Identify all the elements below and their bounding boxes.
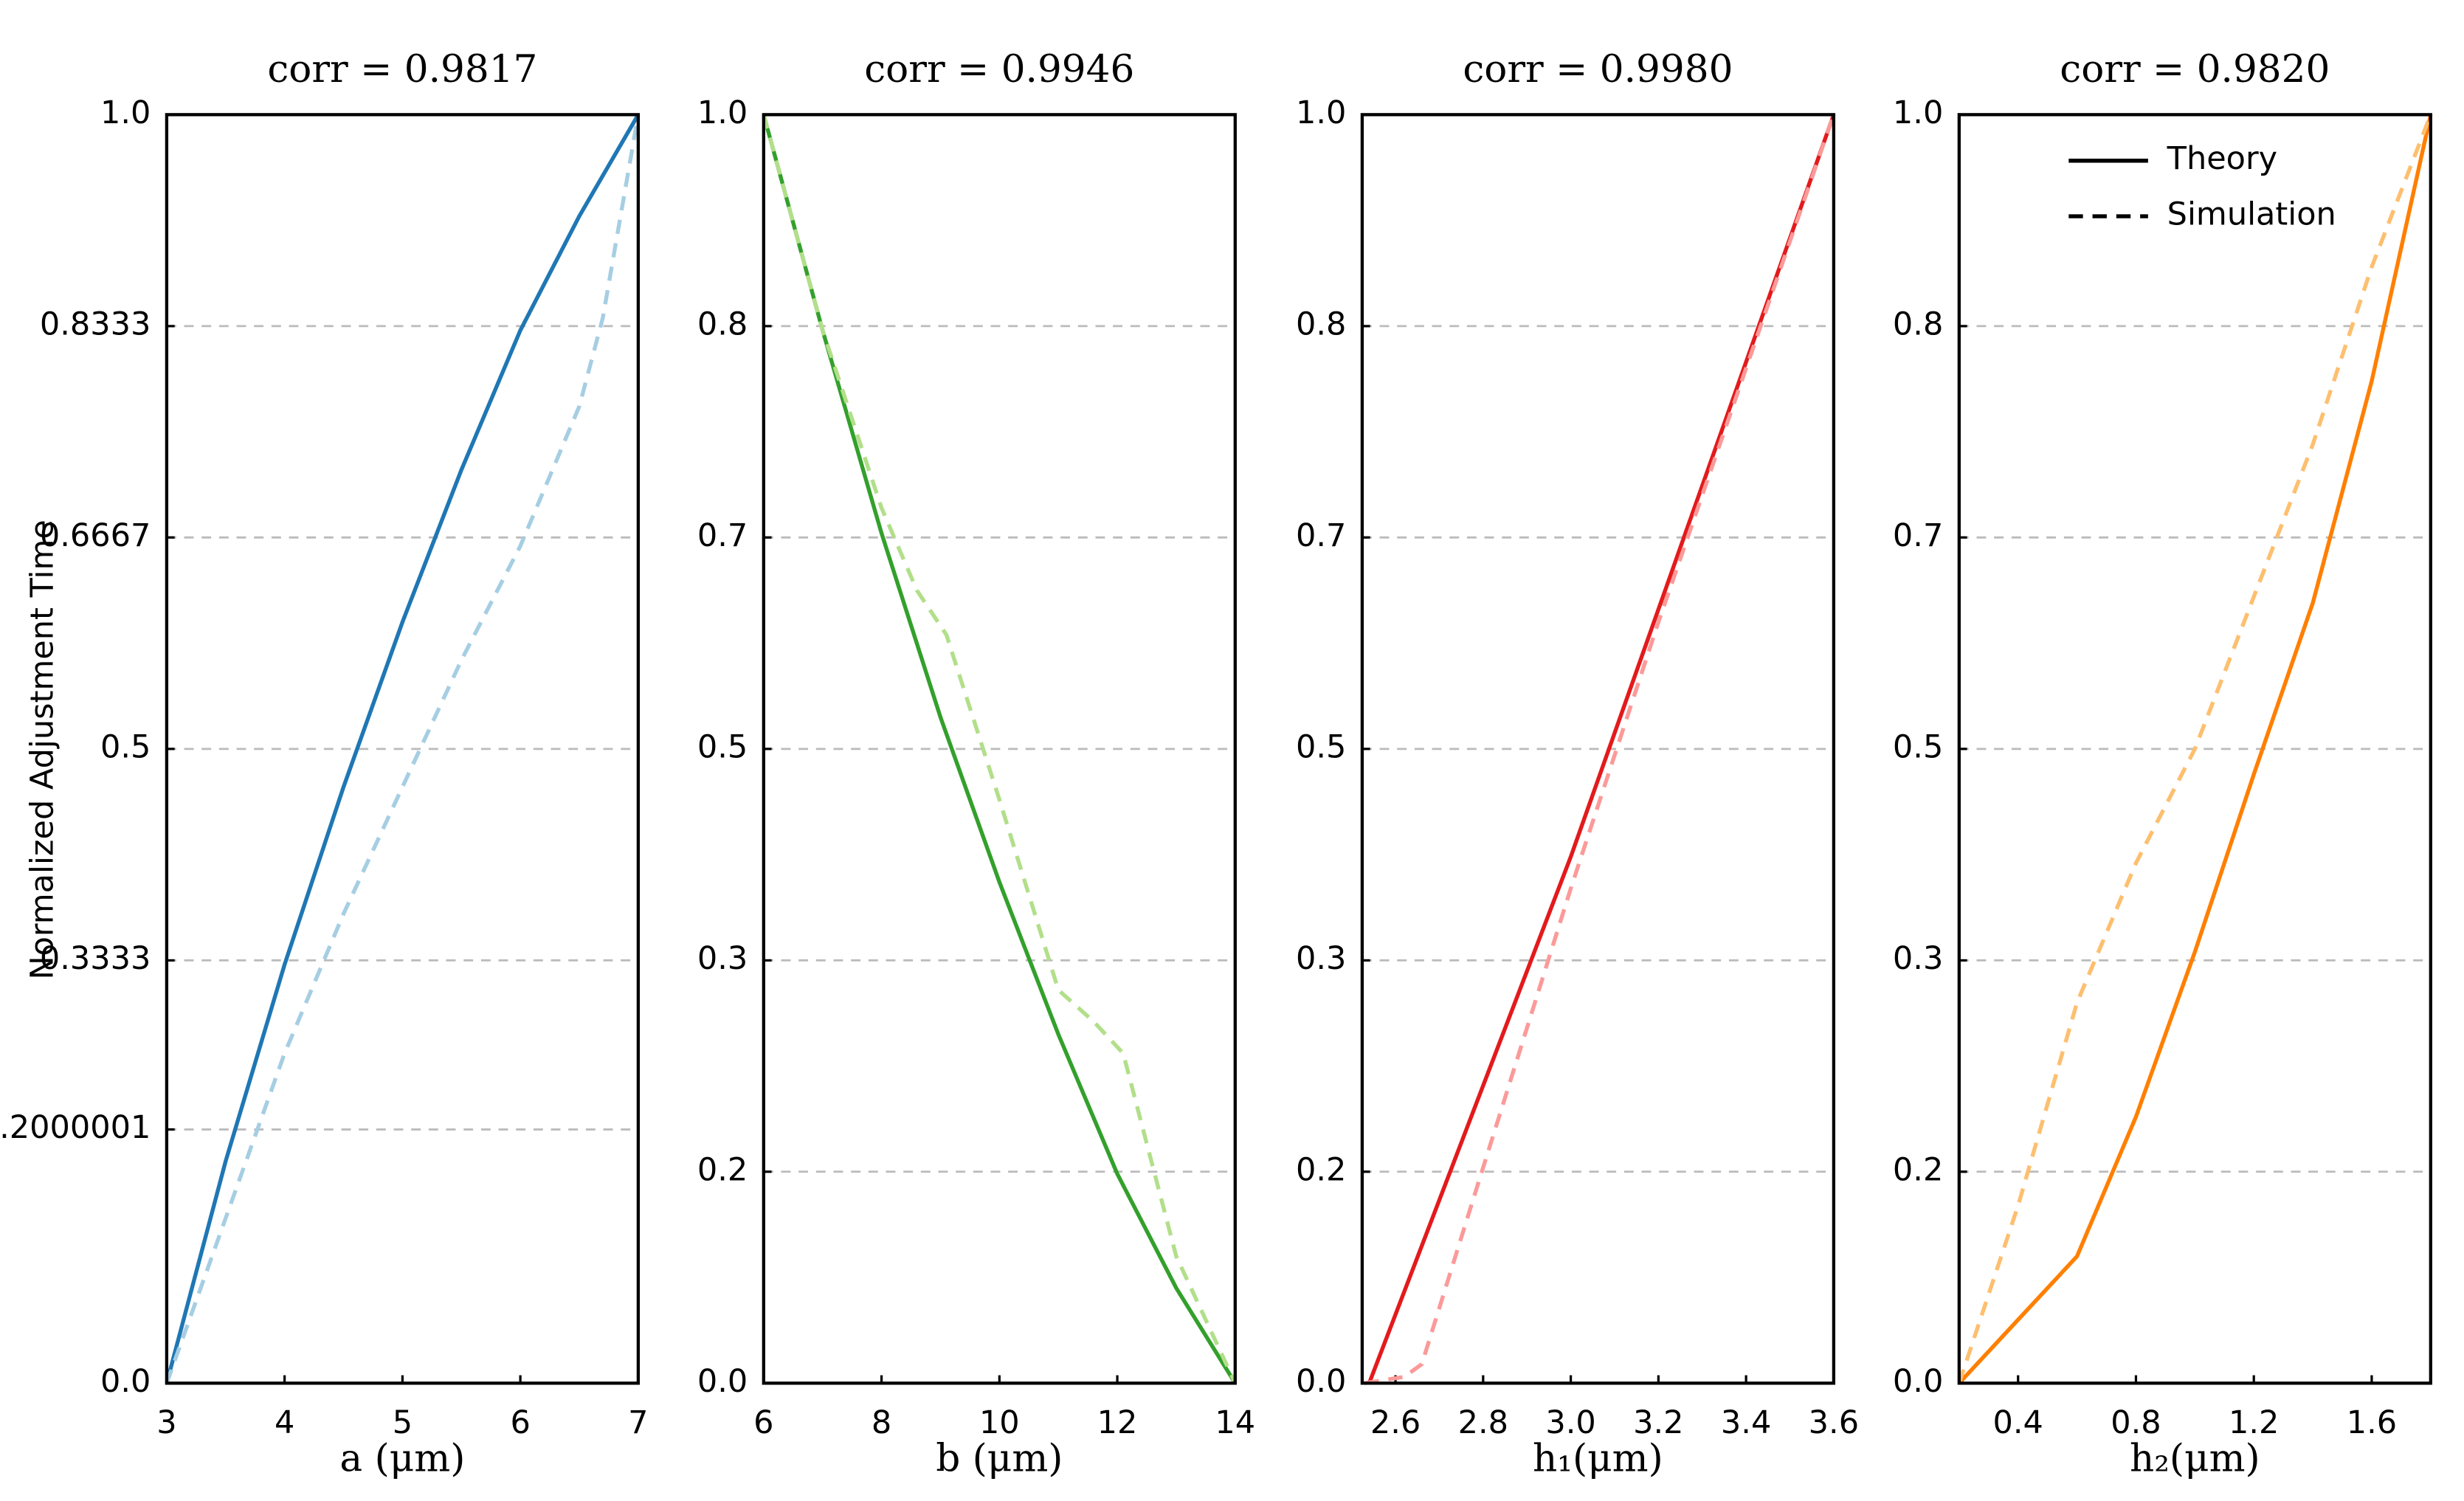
y-tick-label: 0.6667 xyxy=(40,517,151,554)
x-tick-label: 2.8 xyxy=(1458,1404,1508,1441)
x-axis-label: b (μm) xyxy=(936,1436,1063,1480)
y-tick-label: 0.3 xyxy=(697,940,748,977)
y-tick-label: 0.0 xyxy=(1296,1363,1346,1400)
y-tick-label: 0.2000001 xyxy=(0,1109,151,1146)
series-line xyxy=(1957,114,2433,1384)
y-tick-label: 0.0 xyxy=(100,1363,151,1400)
y-tick-label: 1.0 xyxy=(1893,94,1943,131)
y-tick-label: 0.8 xyxy=(1893,306,1943,342)
x-tick-label: 8 xyxy=(872,1404,891,1441)
series-line xyxy=(1367,114,1836,1384)
x-axis-label: h₂(μm) xyxy=(2130,1436,2260,1480)
y-tick-label: 0.2 xyxy=(697,1151,748,1188)
plot-frame xyxy=(762,113,1237,1385)
y-axis-label: Normalized Adjustment Time xyxy=(24,520,61,980)
y-tick-label: 0.2 xyxy=(1296,1151,1346,1188)
series-line xyxy=(1364,114,1836,1385)
panel-title: corr = 0.9817 xyxy=(267,47,537,92)
x-tick-label: 2.6 xyxy=(1370,1404,1421,1441)
y-tick-label: 0.3 xyxy=(1296,940,1346,977)
series-line xyxy=(762,114,1238,1384)
x-tick-label: 3.2 xyxy=(1633,1404,1683,1441)
y-tick-label: 1.0 xyxy=(1296,94,1346,131)
y-tick-label: 0.7 xyxy=(1893,517,1943,554)
x-tick-label: 10 xyxy=(979,1404,1020,1441)
x-tick-label: 0.8 xyxy=(2111,1404,2161,1441)
plot-frame xyxy=(1360,113,1836,1385)
y-tick-label: 1.0 xyxy=(100,94,151,131)
x-tick-label: 7 xyxy=(628,1404,648,1441)
x-tick-label: 0.4 xyxy=(1993,1404,2043,1441)
y-tick-label: 0.5 xyxy=(697,728,748,765)
y-tick-label: 0.5 xyxy=(100,728,151,765)
x-tick-label: 5 xyxy=(393,1404,413,1441)
y-tick-label: 0.2 xyxy=(1893,1151,1943,1188)
x-axis-label: a (μm) xyxy=(339,1436,465,1480)
plot-frame xyxy=(165,113,641,1385)
series-line xyxy=(1957,114,2433,1385)
y-tick-label: 0.8 xyxy=(697,306,748,342)
y-tick-label: 0.0 xyxy=(1893,1363,1943,1400)
y-tick-label: 0.7 xyxy=(1296,517,1346,554)
x-tick-label: 3 xyxy=(156,1404,176,1441)
x-tick-label: 14 xyxy=(1215,1404,1255,1441)
x-tick-label: 4 xyxy=(275,1404,294,1441)
panel-title: corr = 0.9980 xyxy=(1463,47,1733,92)
x-tick-label: 3.4 xyxy=(1721,1404,1771,1441)
x-tick-label: 1.6 xyxy=(2347,1404,2397,1441)
y-tick-label: 1.0 xyxy=(697,94,748,131)
panel-title: corr = 0.9946 xyxy=(864,47,1134,92)
y-tick-label: 0.5 xyxy=(1296,728,1346,765)
x-tick-label: 3.0 xyxy=(1545,1404,1595,1441)
y-tick-label: 0.8 xyxy=(1296,306,1346,342)
legend-label: Simulation xyxy=(2167,196,2336,233)
series-line xyxy=(165,114,641,1384)
x-tick-label: 6 xyxy=(753,1404,773,1441)
y-tick-label: 0.3 xyxy=(1893,940,1943,977)
y-tick-label: 0.5 xyxy=(1893,728,1943,765)
x-tick-label: 3.6 xyxy=(1809,1404,1859,1441)
x-tick-label: 12 xyxy=(1097,1404,1138,1441)
legend-label: Theory xyxy=(2167,140,2277,177)
plot-frame xyxy=(1957,113,2432,1385)
y-tick-label: 0.0 xyxy=(697,1363,748,1400)
series-line xyxy=(762,114,1238,1384)
y-tick-label: 0.8333 xyxy=(40,306,151,342)
y-tick-label: 0.3333 xyxy=(40,940,151,977)
series-line xyxy=(165,114,641,1384)
x-axis-label: h₁(μm) xyxy=(1533,1436,1663,1480)
x-tick-label: 1.2 xyxy=(2229,1404,2279,1441)
y-tick-label: 0.7 xyxy=(697,517,748,554)
panel-title: corr = 0.9820 xyxy=(2060,47,2330,92)
x-tick-label: 6 xyxy=(510,1404,530,1441)
